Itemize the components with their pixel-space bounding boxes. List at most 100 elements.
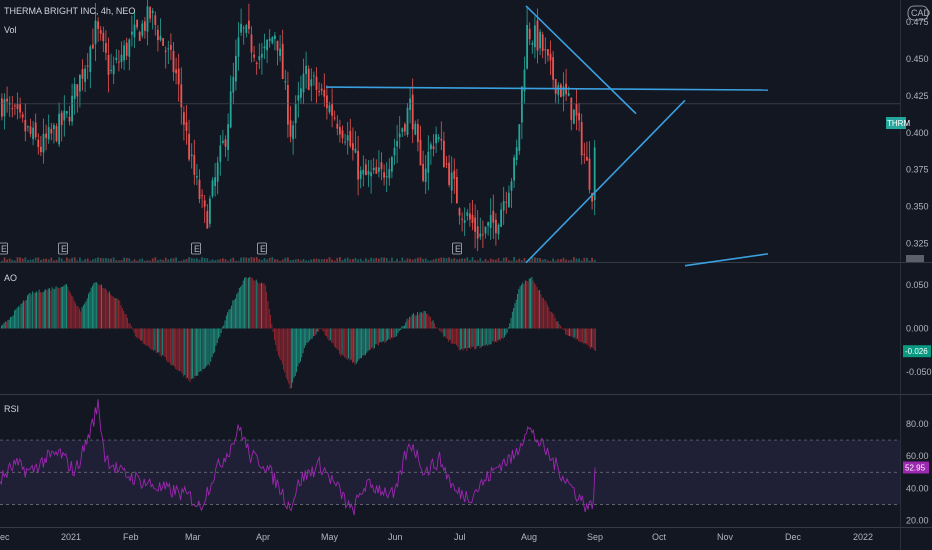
volume-bar [313, 258, 315, 262]
candle-body [183, 112, 185, 125]
currency-label: CAD [911, 8, 931, 18]
ao-bar [445, 328, 447, 339]
ao-bar [452, 328, 453, 344]
ao-bar [199, 328, 201, 372]
volume-bar [557, 259, 560, 262]
price-tick-label: 0.450 [906, 54, 929, 64]
volume-bar [417, 257, 419, 262]
volume-bar [97, 257, 99, 262]
ao-bar [97, 283, 99, 329]
ao-bar [340, 328, 342, 357]
ao-bar [106, 290, 108, 329]
ao-bar [127, 317, 128, 329]
volume-bar [146, 260, 149, 262]
ao-bar [456, 328, 457, 346]
ao-bar [263, 283, 265, 329]
earnings-event-marker[interactable]: E [257, 242, 267, 255]
ao-bar [124, 313, 126, 329]
currency-badge-frame[interactable] [907, 5, 929, 21]
candle-body [567, 93, 570, 96]
ao-bar [378, 328, 379, 346]
rsi-tick-label: 60.00 [906, 451, 929, 461]
ao-bar [418, 314, 420, 329]
candle-body [281, 43, 284, 79]
event-marker-box[interactable] [0, 242, 8, 255]
ao-bar [569, 328, 570, 336]
ao-bar [342, 328, 344, 356]
ao-bar [415, 315, 417, 329]
ao-bar [224, 320, 226, 329]
ao-bar [94, 282, 96, 329]
ao-bar [149, 328, 151, 348]
earnings-event-marker[interactable]: E [0, 242, 8, 255]
earnings-event-marker[interactable]: E [452, 242, 462, 255]
ao-bar [298, 328, 300, 364]
candle-body [583, 154, 586, 156]
ao-bar [417, 312, 418, 329]
ao-bar [38, 289, 40, 329]
ao-bar [25, 299, 27, 329]
ao-bar [155, 328, 157, 353]
ao-bar [19, 306, 21, 329]
event-marker-box[interactable] [257, 242, 267, 255]
trendline-3[interactable] [525, 99, 686, 264]
ao-bar [553, 314, 555, 329]
trendline-1[interactable] [325, 86, 769, 91]
candle-body [320, 88, 323, 91]
event-marker-box[interactable] [191, 242, 201, 255]
candle-body [167, 48, 170, 50]
event-marker-box[interactable] [58, 242, 68, 255]
ao-bar [71, 295, 73, 329]
ao-bar [37, 292, 39, 329]
volume-bar [333, 260, 336, 262]
ao-bar [128, 323, 130, 329]
trendline-4[interactable] [684, 253, 769, 267]
earnings-event-marker[interactable]: E [191, 242, 201, 255]
candle-body [323, 90, 326, 97]
volume-bar [175, 257, 177, 262]
ao-bar [257, 281, 258, 329]
ao-bar [266, 291, 268, 329]
ao-bar [586, 328, 587, 345]
candle-body [560, 84, 562, 97]
candle-body [157, 29, 159, 41]
ao-bar [406, 318, 408, 329]
ao-bar [32, 291, 34, 329]
volume-bar [448, 257, 450, 262]
ao-bar [73, 300, 75, 329]
candle-body [24, 119, 27, 132]
ao-bar [580, 328, 582, 343]
ao-bar [81, 307, 83, 329]
ao-bar [220, 328, 222, 333]
candle-body [177, 68, 180, 85]
trendline-2[interactable] [525, 5, 637, 115]
ao-bar [328, 328, 330, 341]
ao-bar [482, 328, 483, 346]
time-tick-label: ec [0, 532, 10, 542]
candle-body [76, 84, 79, 97]
ao-bar [346, 328, 348, 360]
candle-body [591, 193, 593, 202]
volume-bar [575, 258, 578, 262]
ao-bar [374, 328, 375, 349]
ao-bar [60, 287, 62, 329]
ao-bar [524, 280, 526, 329]
ao-bar [303, 328, 305, 348]
ao-bar [579, 328, 581, 342]
earnings-event-marker[interactable]: E [58, 242, 68, 255]
volume-bar [463, 258, 466, 262]
volume-bar [284, 257, 287, 262]
ao-bar [410, 316, 412, 329]
candle-body [180, 84, 183, 108]
volume-bar [380, 257, 383, 262]
ao-bar [589, 328, 591, 350]
candle-body [219, 145, 222, 162]
volume-bar [409, 258, 411, 262]
event-marker-box[interactable] [452, 242, 462, 255]
volume-label: Vol [4, 25, 17, 35]
ao-bar [3, 322, 5, 329]
currency-badge[interactable]: CAD [907, 5, 931, 21]
candle-body [89, 46, 92, 72]
volume-bar [528, 260, 531, 262]
ao-bar [570, 328, 572, 337]
